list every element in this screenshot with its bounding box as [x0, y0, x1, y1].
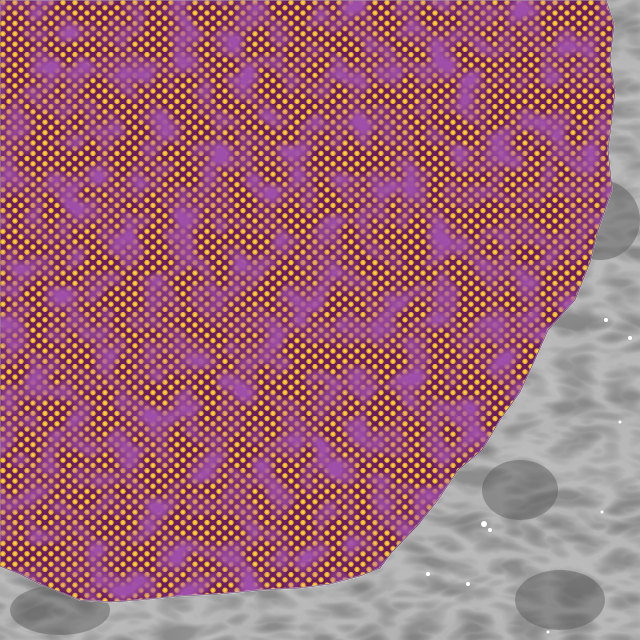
background-specks: [426, 318, 632, 634]
